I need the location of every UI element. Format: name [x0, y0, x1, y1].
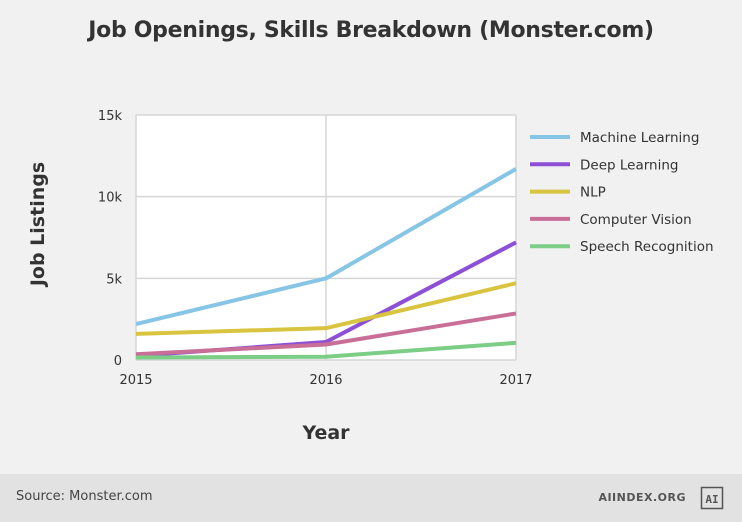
plot-area	[135, 114, 517, 361]
legend-label-nlp: NLP	[580, 185, 606, 201]
legend-label-deep-learning: Deep Learning	[580, 157, 678, 173]
legend-label-machine-learning: Machine Learning	[580, 130, 699, 146]
series-line-speech-recognition	[135, 340, 517, 360]
x-axis: 2015 2016 2017	[119, 373, 532, 388]
y-tick-label: 10k	[98, 191, 123, 206]
y-axis-label: Job Listings	[27, 162, 49, 288]
x-tick-label: 2015	[119, 373, 152, 388]
legend: Machine Learning Deep Learning NLP Computer…	[530, 130, 714, 255]
chart-title: Job Openings, Skills Breakdown (Monster.…	[88, 18, 654, 43]
legend-label-speech-recognition: Speech Recognition	[580, 239, 714, 255]
x-tick-label: 2016	[309, 373, 342, 388]
series-lines	[135, 167, 517, 360]
aiindex-logo-icon[interactable]: AI	[700, 486, 724, 510]
y-tick-label: 0	[114, 354, 122, 369]
series-line-machine-learning	[135, 167, 517, 327]
x-tick-label: 2017	[499, 373, 532, 388]
series-line-computer-vision	[135, 311, 517, 357]
y-tick-label: 15k	[98, 109, 123, 124]
y-axis: 0 5k 10k 15k	[98, 109, 123, 369]
source-note: Source: Monster.com	[16, 489, 153, 504]
footer: Source: Monster.com AIINDEX.ORG AI	[0, 474, 742, 522]
y-tick-label: 5k	[106, 272, 122, 287]
logo-text: AI	[705, 493, 718, 506]
x-axis-label: Year	[301, 422, 350, 444]
line-chart: 0 5k 10k 15k 2015 2016 2017 Machine Learning D…	[27, 109, 714, 444]
legend-label-computer-vision: Computer Vision	[580, 212, 692, 228]
series-line-nlp	[135, 281, 517, 336]
brand-name[interactable]: AIINDEX.ORG	[598, 491, 686, 504]
